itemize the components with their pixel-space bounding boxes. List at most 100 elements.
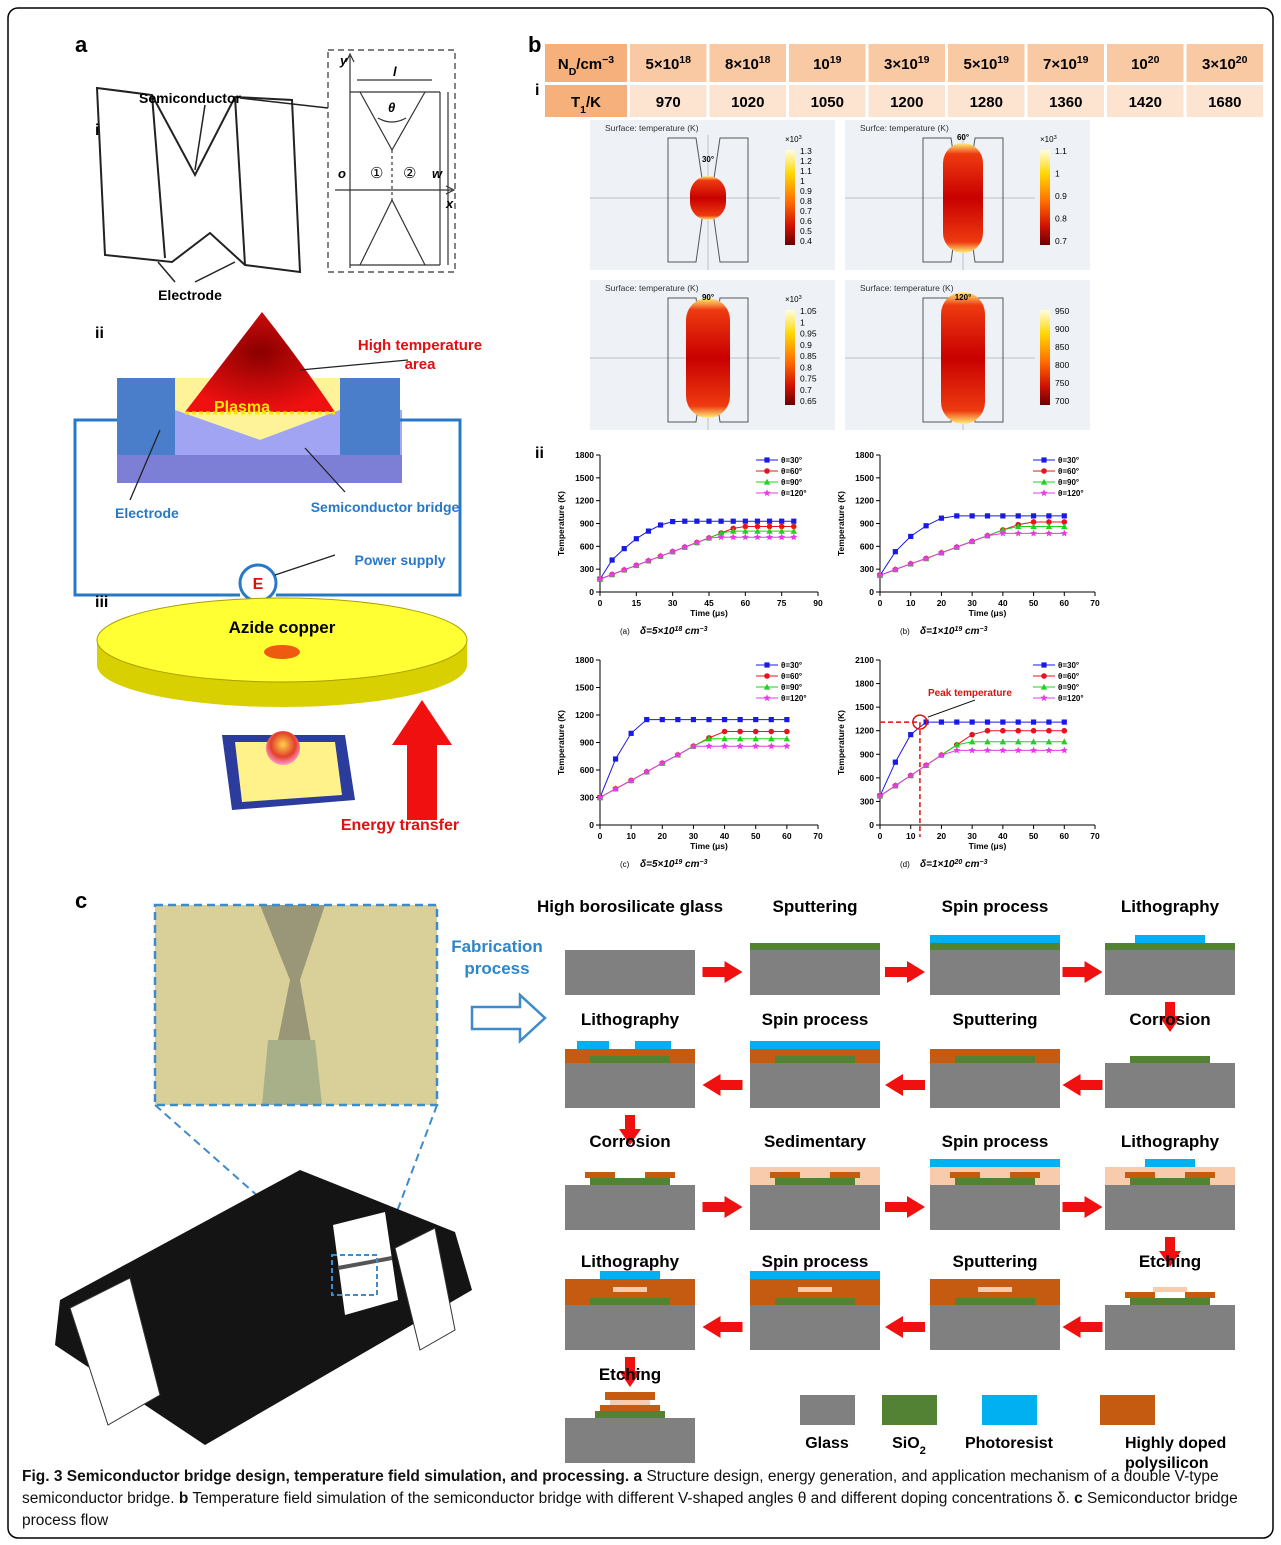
x-tick-label: 50 xyxy=(1029,831,1039,841)
callout-lines-part xyxy=(158,262,175,282)
legend-marker xyxy=(1041,662,1046,667)
x-tick-label: 0 xyxy=(598,598,603,608)
colorbar-scale-part: ×10 xyxy=(785,135,799,144)
step-title: Lithography xyxy=(581,1252,680,1271)
marker xyxy=(622,546,627,551)
x-tick-label: 70 xyxy=(1090,831,1100,841)
panel-label: c xyxy=(75,888,87,913)
colorbar-tick: 1.05 xyxy=(800,306,817,316)
layer xyxy=(1185,1172,1215,1178)
layer xyxy=(1125,1292,1155,1298)
colorbar-tick: 1.1 xyxy=(800,166,812,176)
marker xyxy=(953,747,960,754)
layer xyxy=(605,1392,655,1400)
sim-angle: 60° xyxy=(957,133,969,142)
colorbar-tick: 0.4 xyxy=(800,236,812,246)
marker xyxy=(646,529,651,534)
glass-layer xyxy=(1105,950,1235,995)
marker xyxy=(893,760,898,765)
label: Semiconductor bridge xyxy=(311,499,460,515)
marker xyxy=(694,519,699,524)
marker xyxy=(613,756,618,761)
colorbar-tick: 0.8 xyxy=(800,196,812,206)
step-arrow xyxy=(703,1316,743,1338)
sim-title: Surfce: temperature (K) xyxy=(860,123,949,133)
chart-caption-part: δ=1×10 xyxy=(920,859,955,870)
colorbar-tick: 0.7 xyxy=(800,385,812,395)
layer xyxy=(600,1271,660,1279)
chart-tag: (a) xyxy=(620,627,630,636)
y-axis-label: Temperature (K) xyxy=(836,491,846,556)
chart-caption-part: 20 xyxy=(953,859,962,866)
marker xyxy=(1031,513,1036,518)
y-tick-label: 600 xyxy=(580,765,594,775)
layer xyxy=(930,935,1060,943)
x-tick-label: 40 xyxy=(998,831,1008,841)
colorbar-tick: 0.65 xyxy=(800,396,817,406)
marker xyxy=(730,533,737,540)
legend-marker xyxy=(1040,489,1047,496)
marker xyxy=(766,533,773,540)
series-line xyxy=(600,531,794,579)
layer xyxy=(590,1056,670,1063)
device xyxy=(55,1170,472,1445)
marker xyxy=(742,533,749,540)
step-title: Sputtering xyxy=(953,1010,1038,1029)
legend-marker xyxy=(763,489,770,496)
layer xyxy=(770,1292,800,1298)
series-line xyxy=(600,527,794,580)
colorbar-tick: 0.85 xyxy=(800,351,817,361)
table-text-part: 19 xyxy=(997,54,1009,66)
chart-caption: δ=1×1019 cm−3 xyxy=(920,626,988,638)
colorbar-scale-part: 3 xyxy=(1054,135,1057,141)
marker xyxy=(984,747,991,754)
layer xyxy=(770,1172,800,1178)
marker xyxy=(1030,530,1037,537)
legend-label: θ=30° xyxy=(781,456,802,465)
marker xyxy=(985,719,990,724)
x-axis-label: Time (μs) xyxy=(969,841,1007,851)
marker xyxy=(738,717,743,722)
glass-layer xyxy=(1105,1185,1235,1230)
layer xyxy=(950,1292,980,1298)
y-tick-label: 1200 xyxy=(855,726,874,736)
marker xyxy=(670,519,675,524)
layer xyxy=(1135,935,1205,943)
colorbar-tick: 1.3 xyxy=(800,146,812,156)
step-arrow xyxy=(703,1074,743,1096)
step-title: High borosilicate glass xyxy=(537,897,723,916)
subpanel-label: ii xyxy=(535,445,544,462)
step-arrow xyxy=(885,961,925,983)
y-tick-label: 1500 xyxy=(575,473,594,483)
design-sketch xyxy=(328,50,455,272)
bridge-cross-section-part xyxy=(185,312,335,412)
process-step xyxy=(565,1271,695,1350)
y-tick-label: 0 xyxy=(869,820,874,830)
x-tick-label: 40 xyxy=(998,598,1008,608)
legend-swatch xyxy=(882,1395,937,1425)
marker xyxy=(1046,728,1052,734)
process-step xyxy=(930,1159,1060,1230)
layer xyxy=(750,1041,880,1049)
legend-label: θ=120° xyxy=(781,694,807,703)
marker xyxy=(1000,728,1006,734)
label: High temperature xyxy=(358,337,482,354)
table-text-part: 10 xyxy=(1131,56,1148,73)
colorbar-tick: 1.2 xyxy=(800,156,812,166)
step-arrow xyxy=(885,1196,925,1218)
y-tick-label: 2100 xyxy=(855,655,874,665)
sketch-label: θ xyxy=(388,100,395,115)
y-tick-label: 0 xyxy=(589,820,594,830)
marker xyxy=(743,519,748,524)
marker xyxy=(610,557,615,562)
marker xyxy=(791,519,796,524)
series-line xyxy=(880,522,1064,575)
y-axis-label: Temperature (K) xyxy=(556,710,566,775)
table-text-part: 5×10 xyxy=(964,56,998,73)
marker xyxy=(691,717,696,722)
y-tick-label: 0 xyxy=(589,587,594,597)
step-arrow xyxy=(1063,1316,1103,1338)
x-tick-label: 90 xyxy=(813,598,823,608)
x-tick-label: 10 xyxy=(626,831,636,841)
marker xyxy=(985,513,990,518)
